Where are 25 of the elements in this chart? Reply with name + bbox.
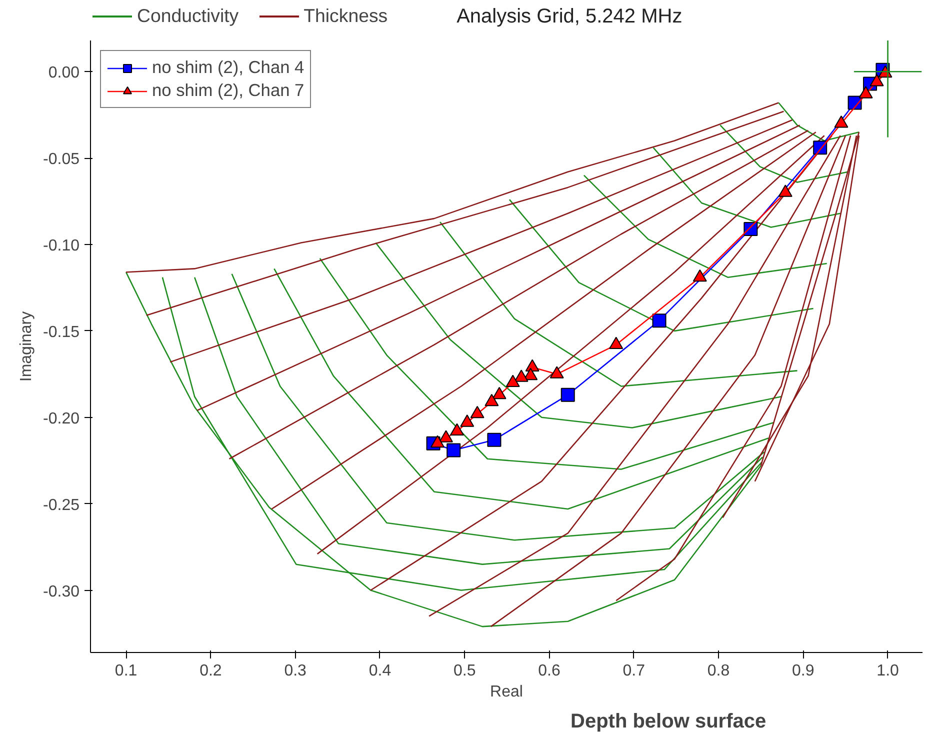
x-tick-label: 1.0 <box>876 662 900 680</box>
x-tick-label: 0.9 <box>792 662 814 680</box>
y-tick-label: 0.00 <box>48 64 80 82</box>
chart-title: Analysis Grid, 5.242 MHz <box>456 6 682 28</box>
legend-label: no shim (2), Chan 4 <box>152 57 304 78</box>
legend-label: Conductivity <box>137 5 239 27</box>
x-axis-title: Real <box>490 684 523 700</box>
y-tick-label: -0.20 <box>43 410 80 428</box>
y-tick-label: -0.30 <box>43 583 80 600</box>
y-tick-label: -0.05 <box>43 151 80 168</box>
x-tick-label: 0.2 <box>200 662 222 680</box>
x-tick-label: 0.4 <box>368 662 392 680</box>
legend-label: no shim (2), Chan 7 <box>152 80 304 101</box>
y-axis-title: Imaginary <box>18 311 36 382</box>
text: Depth below surface <box>570 710 766 732</box>
x-tick-label: 0.7 <box>622 662 646 680</box>
x-tick-label: 0.1 <box>114 662 138 680</box>
x-tick-label: 0.3 <box>284 662 307 680</box>
legend-label: Thickness <box>304 5 388 27</box>
x-tick-label: 0.8 <box>707 662 730 680</box>
y-tick-label: -0.25 <box>43 496 80 514</box>
x-tick-label: 0.6 <box>538 662 560 680</box>
y-tick-label: -0.10 <box>43 238 80 254</box>
x-tick-label: 0.5 <box>453 662 476 680</box>
y-tick-label: -0.15 <box>43 324 80 341</box>
